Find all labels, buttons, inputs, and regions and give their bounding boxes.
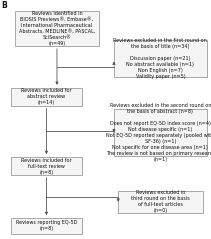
Text: Reviews identified in
BIOSIS Previews®, Embase®,
International Pharmaceutical
Ab: Reviews identified in BIOSIS Previews®, … bbox=[19, 11, 95, 46]
Text: B: B bbox=[1, 1, 7, 10]
FancyBboxPatch shape bbox=[114, 109, 207, 156]
Text: Reviews excluded in
third round on the basis
of full-text articles
(n=0): Reviews excluded in third round on the b… bbox=[131, 190, 190, 213]
FancyBboxPatch shape bbox=[114, 40, 207, 77]
Text: Reviews excluded in the first round on
the basis of title (n=34)

Discussion pap: Reviews excluded in the first round on t… bbox=[114, 38, 207, 79]
FancyBboxPatch shape bbox=[118, 191, 203, 213]
Text: Reviews included for
abstract review
(n=14): Reviews included for abstract review (n=… bbox=[21, 88, 72, 105]
Text: Reviews reporting EQ-5D
(n=8): Reviews reporting EQ-5D (n=8) bbox=[16, 220, 77, 231]
FancyBboxPatch shape bbox=[11, 88, 82, 106]
FancyBboxPatch shape bbox=[11, 218, 82, 234]
Text: Reviews included for
full-text review
(n=8): Reviews included for full-text review (n… bbox=[21, 158, 72, 175]
FancyBboxPatch shape bbox=[15, 11, 99, 46]
Text: Reviews excluded in the second round on
the basis of abstract (n=8)

Does not re: Reviews excluded in the second round on … bbox=[106, 103, 211, 162]
FancyBboxPatch shape bbox=[11, 157, 82, 175]
